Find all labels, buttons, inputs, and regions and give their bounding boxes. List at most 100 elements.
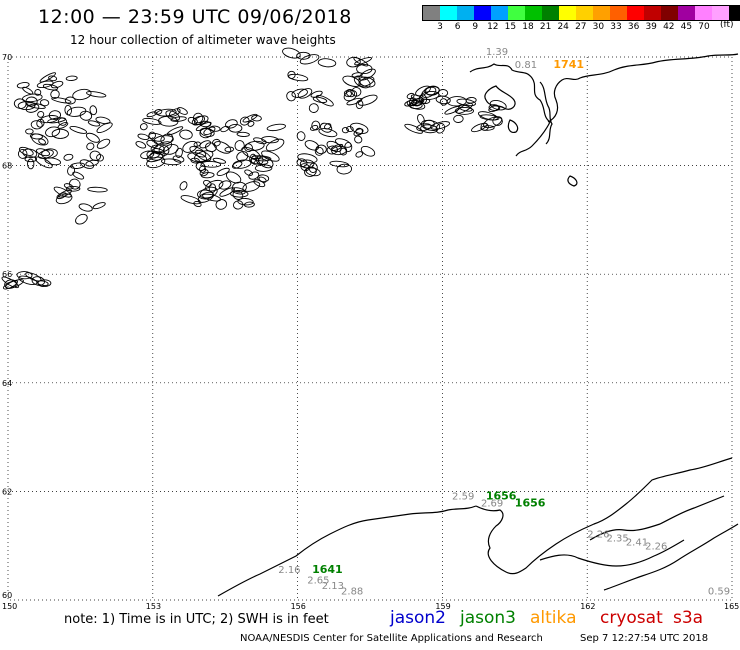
ice-floe [95, 116, 111, 125]
ice-floe [195, 149, 212, 162]
legend-swatch [542, 6, 559, 20]
ice-floe [37, 111, 45, 118]
ice-floe [244, 143, 253, 152]
ice-floe [288, 73, 309, 82]
ice-floe [255, 155, 264, 165]
ice-floe [318, 128, 338, 138]
legend-tick-label: 27 [575, 22, 587, 32]
ice-floe [30, 120, 43, 130]
legend-tick-label: 15 [504, 22, 517, 32]
ice-floe [146, 139, 159, 148]
ice-floe [224, 146, 235, 153]
ice-floe [480, 125, 495, 131]
ice-floe [75, 213, 88, 225]
ice-floe [305, 167, 321, 177]
ice-floe [179, 181, 188, 191]
observation-label: 2.35 [607, 533, 629, 544]
sat-jason3: jason3 [460, 608, 516, 628]
ice-floe [67, 165, 76, 176]
observation-label: 0.81 [515, 60, 537, 71]
legend-swatch [610, 6, 627, 20]
ice-floe [296, 158, 308, 168]
ice-floe [311, 120, 321, 131]
ice-floe [477, 111, 498, 121]
ice-floe [296, 51, 311, 60]
ice-floe [51, 97, 72, 104]
ice-floe [453, 114, 464, 123]
ice-floe [78, 203, 93, 212]
ice-floe [357, 94, 378, 106]
lon-label: 156 [291, 602, 306, 611]
ice-floe [13, 98, 27, 109]
ice-floe [237, 198, 254, 206]
ice-floe [197, 191, 215, 203]
legend-tick-label: 9 [472, 22, 479, 32]
legend-tick-label: 70 [698, 22, 710, 32]
ice-floe [282, 47, 301, 59]
ice-floe [258, 156, 274, 169]
ice-floe [314, 146, 324, 156]
ice-floe [44, 157, 62, 166]
ice-floe [344, 141, 353, 153]
legend-swatch [559, 6, 576, 20]
ice-floe [317, 58, 337, 68]
ice-floe [346, 56, 361, 68]
ice-floe [341, 127, 349, 134]
ice-floe [335, 138, 352, 148]
footer-timestamp: Sep 7 12:27:54 UTC 2018 [580, 633, 709, 644]
ice-floe [65, 75, 78, 81]
ice-floe [299, 54, 320, 65]
observation-label: 2.65 [307, 576, 329, 587]
ice-floe [420, 124, 439, 134]
ice-floe [225, 171, 242, 184]
footer-credit: NOAA/NESDIS Center for Satellite Applica… [240, 633, 543, 644]
ice-floe [446, 96, 467, 107]
ice-floe [360, 145, 376, 157]
ice-floe [66, 106, 87, 117]
ice-floe [336, 163, 353, 175]
lat-label: 62 [2, 487, 12, 496]
ice-floe [87, 186, 108, 193]
observation-label: 2.41 [626, 538, 648, 549]
ice-floe [409, 102, 423, 110]
ice-floe [310, 90, 323, 98]
ice-floe [415, 85, 431, 97]
ice-floe [50, 89, 60, 99]
ice-floe [153, 135, 174, 145]
legend-swatch [457, 6, 474, 20]
ice-floe [200, 160, 222, 168]
observation-label: 1741 [553, 58, 584, 71]
map-subtitle: 12 hour collection of altimeter wave hei… [70, 33, 336, 47]
ice-floe [229, 190, 249, 198]
ice-floe [135, 141, 147, 149]
map-frame [7, 56, 733, 601]
legend-unit: (ft) [720, 20, 734, 30]
legend-tick-label: 33 [610, 22, 622, 32]
lat-label: 70 [2, 53, 12, 62]
ice-floe [148, 132, 165, 142]
ice-floe [51, 128, 69, 139]
ice-floe [219, 187, 236, 197]
legend-swatch [627, 6, 644, 20]
ice-floe [193, 200, 202, 208]
ice-floe [250, 155, 259, 165]
ice-floe [304, 140, 320, 151]
legend-swatch [644, 6, 661, 20]
ice-floe [142, 117, 162, 125]
observation-label: 1656 [515, 497, 546, 510]
observation-label: 2.88 [341, 587, 363, 598]
observation-label: 1.39 [486, 47, 508, 58]
ice-floe [242, 181, 261, 192]
ice-floe [22, 148, 38, 159]
lon-label: 165 [724, 602, 739, 611]
legend-swatch [525, 6, 542, 20]
legend-tick-label: 39 [645, 22, 657, 32]
ice-floe [180, 195, 201, 205]
ice-floe [58, 189, 73, 198]
ice-floe [254, 164, 273, 172]
ice-floe [435, 123, 446, 134]
ice-floe [79, 110, 93, 121]
ice-floe [175, 147, 183, 158]
ice-floe [86, 142, 95, 151]
